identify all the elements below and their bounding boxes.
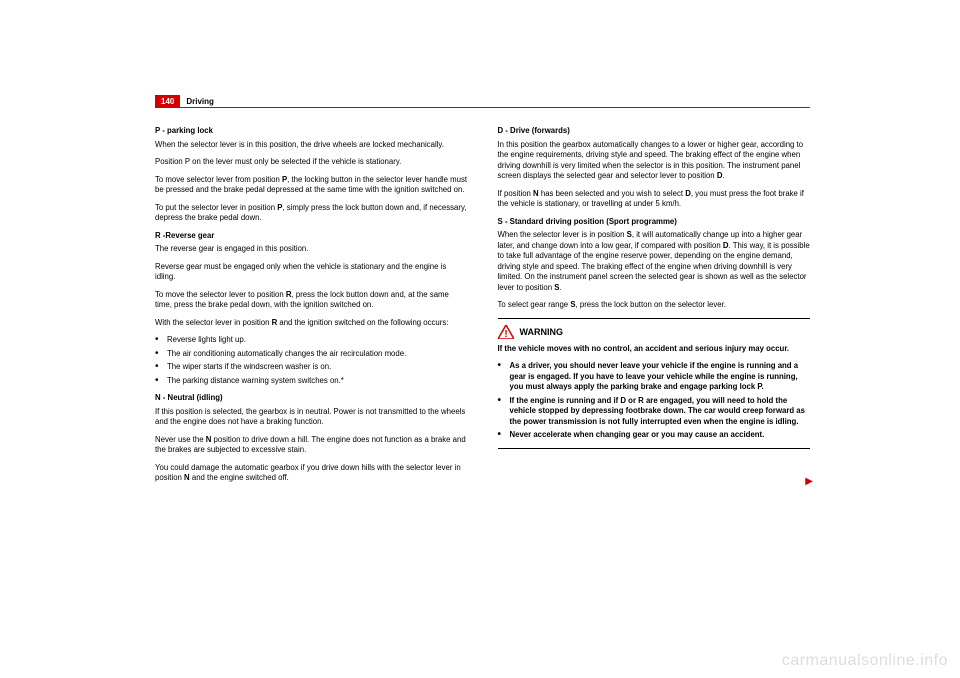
list-item: If the engine is running and if D or R a… [498, 396, 811, 428]
body-text: With the selector lever in position R an… [155, 318, 468, 329]
continue-arrow-icon: ▶ [805, 475, 813, 489]
list-item: The air conditioning automatically chang… [155, 349, 468, 360]
warning-header: ! WARNING [498, 325, 811, 339]
body-text: To move the selector lever to position R… [155, 290, 468, 311]
body-text: If position N has been selected and you … [498, 189, 811, 210]
body-text: To move selector lever from position P, … [155, 175, 468, 196]
body-text: When the selector lever is in this posit… [155, 140, 468, 151]
page-header: 140 Driving [155, 95, 810, 108]
svg-text:!: ! [504, 329, 507, 339]
body-text: Never use the N position to drive down a… [155, 435, 468, 456]
list-item: Never accelerate when changing gear or y… [498, 430, 811, 441]
body-text: Reverse gear must be engaged only when t… [155, 262, 468, 283]
body-text: The reverse gear is engaged in this posi… [155, 244, 468, 255]
heading-p: P - parking lock [155, 126, 468, 137]
heading-n: N - Neutral (idling) [155, 393, 468, 404]
body-text: If this position is selected, the gearbo… [155, 407, 468, 428]
page-number-badge: 140 [155, 95, 180, 108]
left-column: P - parking lock When the selector lever… [155, 126, 468, 491]
list-item: Reverse lights light up. [155, 335, 468, 346]
body-text: Position P on the lever must only be sel… [155, 157, 468, 168]
body-text: You could damage the automatic gearbox i… [155, 463, 468, 484]
warning-text: If the vehicle moves with no control, an… [498, 344, 811, 355]
body-text: When the selector lever is in position S… [498, 230, 811, 293]
body-text: To select gear range S, press the lock b… [498, 300, 811, 311]
body-text: In this position the gearbox automatical… [498, 140, 811, 182]
heading-s: S - Standard driving position (Sport pro… [498, 217, 811, 228]
warning-icon: ! [498, 325, 514, 339]
heading-d: D - Drive (forwards) [498, 126, 811, 137]
list-item: The parking distance warning system swit… [155, 376, 468, 387]
body-text: To put the selector lever in position P,… [155, 203, 468, 224]
content-columns: P - parking lock When the selector lever… [155, 126, 810, 491]
warning-list: As a driver, you should never leave your… [498, 361, 811, 441]
right-column: D - Drive (forwards) In this position th… [498, 126, 811, 491]
warning-title: WARNING [520, 326, 564, 338]
bullet-list: Reverse lights light up. The air conditi… [155, 335, 468, 386]
list-item: As a driver, you should never leave your… [498, 361, 811, 393]
section-title: Driving [186, 97, 214, 106]
heading-r: R -Reverse gear [155, 231, 468, 242]
warning-box: ! WARNING If the vehicle moves with no c… [498, 318, 811, 449]
list-item: The wiper starts if the windscreen washe… [155, 362, 468, 373]
watermark: carmanualsonline.info [782, 652, 948, 670]
manual-page: 140 Driving P - parking lock When the se… [155, 95, 810, 491]
